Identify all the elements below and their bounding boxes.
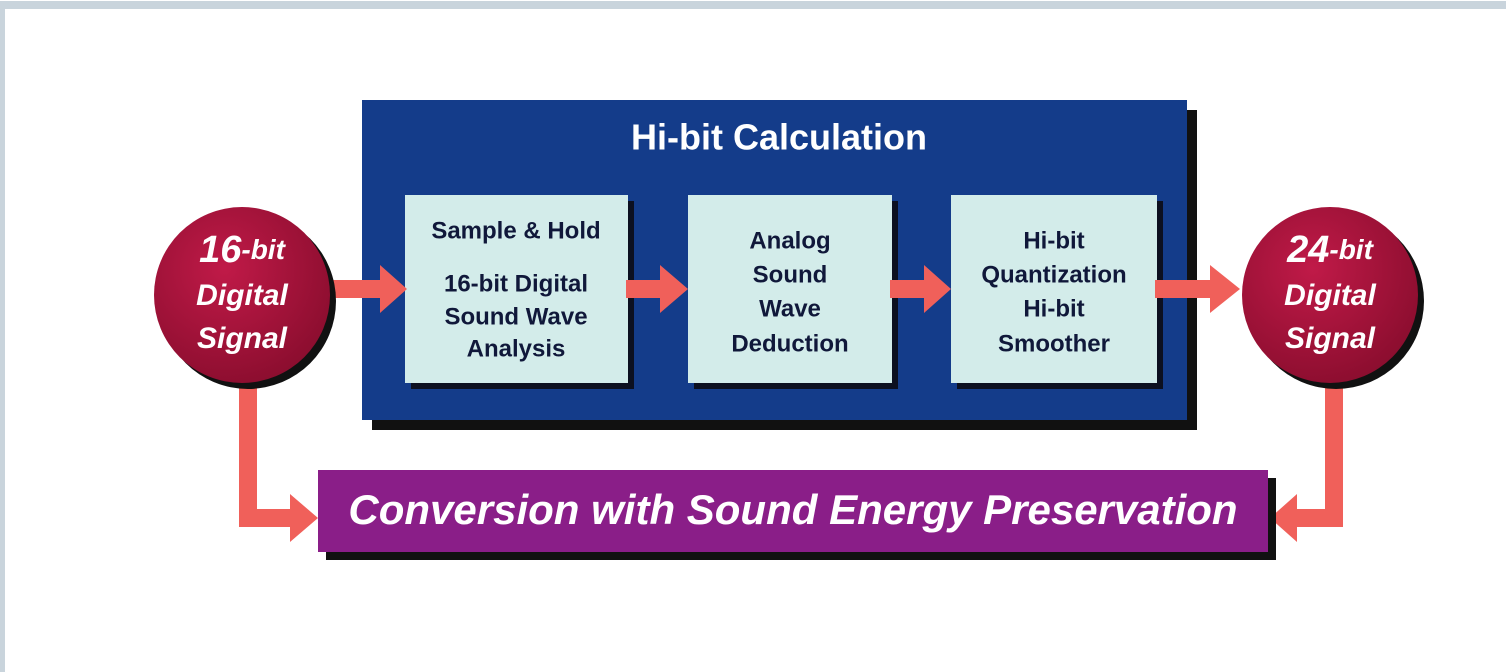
step-text: Deduction xyxy=(731,330,848,357)
input-unit: -bit xyxy=(241,234,286,265)
step-text: Sound xyxy=(753,261,828,288)
output-circle xyxy=(1242,207,1418,383)
input-text: Signal xyxy=(197,322,288,355)
step-text: Hi-bit xyxy=(1023,227,1084,254)
output-label: 24-bit xyxy=(1286,229,1374,271)
arrow xyxy=(239,375,318,542)
step-text: Analysis xyxy=(467,335,566,362)
input-text: Digital xyxy=(196,279,288,312)
output-unit: -bit xyxy=(1329,234,1374,265)
step-text: Wave xyxy=(759,295,821,322)
output-text: Signal xyxy=(1285,322,1376,355)
step-text: Quantization xyxy=(981,261,1126,288)
step-box xyxy=(688,195,892,383)
arrow xyxy=(1270,375,1343,542)
step-box xyxy=(951,195,1157,383)
arrow xyxy=(890,265,951,313)
arrow xyxy=(626,265,688,313)
input-number: 16 xyxy=(199,229,242,271)
arrow xyxy=(1155,265,1240,313)
conversion-label: Conversion with Sound Energy Preservatio… xyxy=(348,486,1237,533)
step-text: Sound Wave xyxy=(444,303,587,330)
input-label: 16-bit xyxy=(199,229,286,271)
step-text: Analog xyxy=(749,227,830,254)
process-title: Hi-bit Calculation xyxy=(631,117,927,158)
step-text: Sample & Hold xyxy=(431,217,600,244)
step-text: Hi-bit xyxy=(1023,295,1084,322)
step-text: Smoother xyxy=(998,330,1110,357)
conversion-box xyxy=(318,470,1268,552)
step-text: 16-bit Digital xyxy=(444,270,588,297)
output-text: Digital xyxy=(1284,279,1376,312)
output-number: 24 xyxy=(1286,229,1329,271)
input-circle xyxy=(154,207,330,383)
arrow xyxy=(332,265,407,313)
arrows xyxy=(239,265,1343,542)
step-box xyxy=(405,195,628,383)
